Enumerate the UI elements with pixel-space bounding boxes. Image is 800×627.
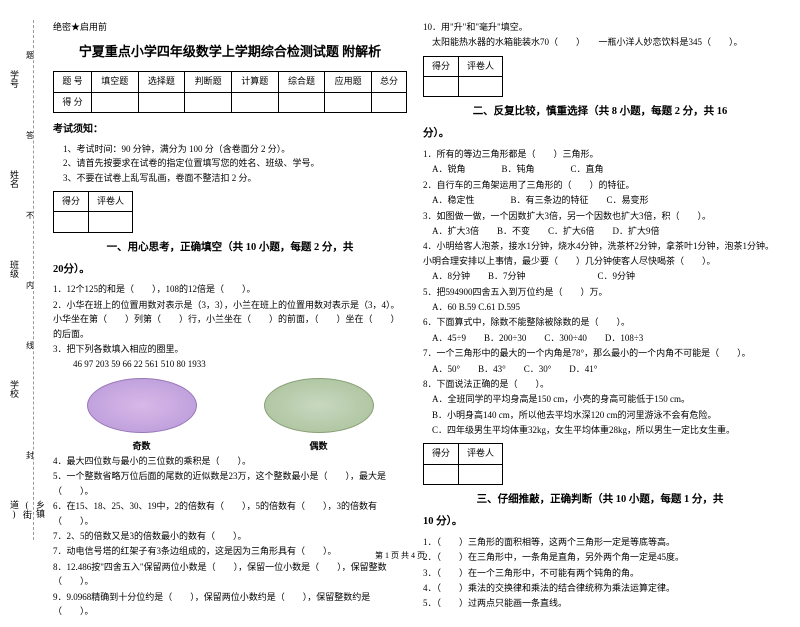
options: A．45÷9 B．200÷30 C．300÷40 D．108÷3 <box>423 331 777 345</box>
options: A．50° B．43° C．30° D．41° <box>423 362 777 376</box>
side-label: 班级 <box>8 260 21 278</box>
side-d1: 封 <box>26 450 44 461</box>
options: A．8分钟 B．7分钟 C．9分钟 <box>423 269 777 283</box>
question: 5．一个整数省略万位后面的尾数的近似数是23万，这个整数最小是（ ），最大是（ … <box>53 469 407 498</box>
scorer-table: 得分评卷人 <box>423 56 503 98</box>
th: 总分 <box>371 72 406 92</box>
judge: 1．（ ）三角形的面积相等，这两个三角形一定是等底等高。 <box>423 535 777 549</box>
question: 8．下面说法正确的是（ ）。 <box>423 377 777 391</box>
question: 9．9.0968精确到十分位约是（ ），保留两位小数约是（ ），保留整数约是（ … <box>53 590 407 619</box>
question-nums: 46 97 203 59 66 22 561 510 80 1933 <box>73 357 407 371</box>
option: C．四年级男生平均体重32kg，女生平均体重28kg，所以男生一定比女生重。 <box>423 423 777 437</box>
side-d5: 答 <box>26 130 44 141</box>
notice-item: 3、不要在试卷上乱写乱画，卷面不整洁扣 2 分。 <box>63 171 407 185</box>
notice-item: 2、请首先按要求在试卷的指定位置填写您的姓名、班级、学号。 <box>63 156 407 170</box>
options: A．锐角 B．钝角 C．直角 <box>423 162 777 176</box>
notice-item: 1、考试时间：90 分钟，满分为 100 分（含卷面分 2 分）。 <box>63 142 407 156</box>
td: 评卷人 <box>459 56 503 76</box>
side-label: 学号 <box>8 70 21 88</box>
fold-line <box>33 20 34 540</box>
judge: 5．（ ）过两点只能画一条直线。 <box>423 596 777 610</box>
option: A．全班同学的平均身高是150 cm，小亮的身高可能低于150 cm。 <box>423 392 777 406</box>
td: 得分 <box>424 56 459 76</box>
section-3-title: 三、仔细推敲，正确判断（共 10 小题，每题 1 分，共 <box>423 491 777 509</box>
ellipse-label-odd: 奇数 <box>132 439 150 454</box>
side-d2: 线 <box>26 340 44 351</box>
options: A．扩大3倍 B．不变 C．扩大6倍 D．扩大9倍 <box>423 224 777 238</box>
question: 8．12.486按"四舍五入"保留两位小数是（ ），保留一位小数是（ ），保留整… <box>53 560 407 589</box>
question: 1．12个125的和是（ ），108的12倍是（ ）。 <box>53 282 407 296</box>
option: B．小明身高140 cm，所以他去平均水深120 cm的河里游泳不会有危险。 <box>423 408 777 422</box>
options: A．60 B.59 C.61 D.595 <box>423 300 777 314</box>
side-d3: 内 <box>26 280 44 291</box>
td: 得分 <box>54 192 89 212</box>
side-d4: 不 <box>26 210 44 221</box>
th: 选择题 <box>138 72 185 92</box>
question: 5．把594900四舍五入到万位约是（ ）万。 <box>423 285 777 299</box>
question: 3．如图做一做，一个因数扩大3倍，另一个因数也扩大3倍，积（ ）。 <box>423 209 777 223</box>
question: 7．一个三角形中的最大的一个内角是78°，那么最小的一个内角不可能是（ ）。 <box>423 346 777 360</box>
score-table: 题 号 填空题 选择题 判断题 计算题 综合题 应用题 总分 得 分 <box>53 71 407 113</box>
question: 10．用"升"和"毫升"填空。 <box>423 20 777 34</box>
section-3-title-2: 10 分）。 <box>423 513 777 531</box>
side-d6: 题 <box>26 50 44 61</box>
section-1-title-2: 20分）。 <box>53 261 407 279</box>
question: 7．2、5的倍数又是3的倍数最小的数有（ ）。 <box>53 529 407 543</box>
venn-diagram <box>53 378 407 433</box>
judge: 2．（ ）在三角形中，一条角是直角，另外两个角一定是45度。 <box>423 550 777 564</box>
question: 3．把下列各数填入相应的圈里。 <box>53 342 407 356</box>
options: A．稳定性 B．有三条边的特征 C．易变形 <box>423 193 777 207</box>
ellipse-label-even: 偶数 <box>309 439 327 454</box>
confidential-mark: 绝密★启用前 <box>53 20 407 35</box>
judge: 4．（ ）乘法的交换律和乘法的结合律统称为乘法运算定律。 <box>423 581 777 595</box>
side-label: 学校 <box>8 380 21 398</box>
side-label: 姓名 <box>8 170 21 188</box>
td: 评卷人 <box>89 192 133 212</box>
td: 得 分 <box>54 92 92 112</box>
side-label: 乡镇(街道) <box>8 500 47 520</box>
question: 4．最大四位数与最小的三位数的乘积是（ ）。 <box>53 454 407 468</box>
section-1-title: 一、用心思考，正确填空（共 10 小题，每题 2 分，共 <box>53 239 407 257</box>
question: 6．在15、18、25、30、19中，2的倍数有（ ），5的倍数有（ ），3的倍… <box>53 499 407 528</box>
question: 2．小华在班上的位置用数对表示是（3，3），小兰在班上的位置用数对表示是（3，4… <box>53 298 407 341</box>
th: 计算题 <box>231 72 278 92</box>
notice-title: 考试须知： <box>53 121 407 138</box>
th: 判断题 <box>185 72 232 92</box>
judge: 3．（ ）在一个三角形中，不可能有两个钝角的角。 <box>423 566 777 580</box>
td: 得分 <box>424 444 459 464</box>
scorer-table: 得分评卷人 <box>53 191 133 233</box>
th: 题 号 <box>54 72 92 92</box>
ellipse-odd <box>87 378 197 433</box>
page-number: 第 1 页 共 4 页 <box>375 550 425 561</box>
th: 应用题 <box>325 72 372 92</box>
section-2-title-2: 分）。 <box>423 125 777 143</box>
question: 太阳能热水器的水箱能装水70（ ） 一瓶小洋人妙恋饮料是345（ ）。 <box>423 35 777 49</box>
exam-title: 宁夏重点小学四年级数学上学期综合检测试题 附解析 <box>53 41 407 63</box>
th: 综合题 <box>278 72 325 92</box>
question: 7．动电信号塔的红架子有3条边组成的，这是因为三角形具有（ ）。 <box>53 544 407 558</box>
question: 1．所有的等边三角形都是（ ）三角形。 <box>423 147 777 161</box>
question: 2．自行车的三角架运用了三角形的（ ）的特征。 <box>423 178 777 192</box>
td: 评卷人 <box>459 444 503 464</box>
th: 填空题 <box>91 72 138 92</box>
section-2-title: 二、反复比较，慎重选择（共 8 小题，每题 2 分，共 16 <box>423 103 777 121</box>
question: 4．小明给客人泡茶，接水1分钟，烧水4分钟，洗茶杯2分钟，拿茶叶1分钟，泡茶1分… <box>423 239 777 268</box>
question: 6．下面算式中，除数不能整除被除数的是（ ）。 <box>423 315 777 329</box>
ellipse-even <box>264 378 374 433</box>
scorer-table: 得分评卷人 <box>423 443 503 485</box>
